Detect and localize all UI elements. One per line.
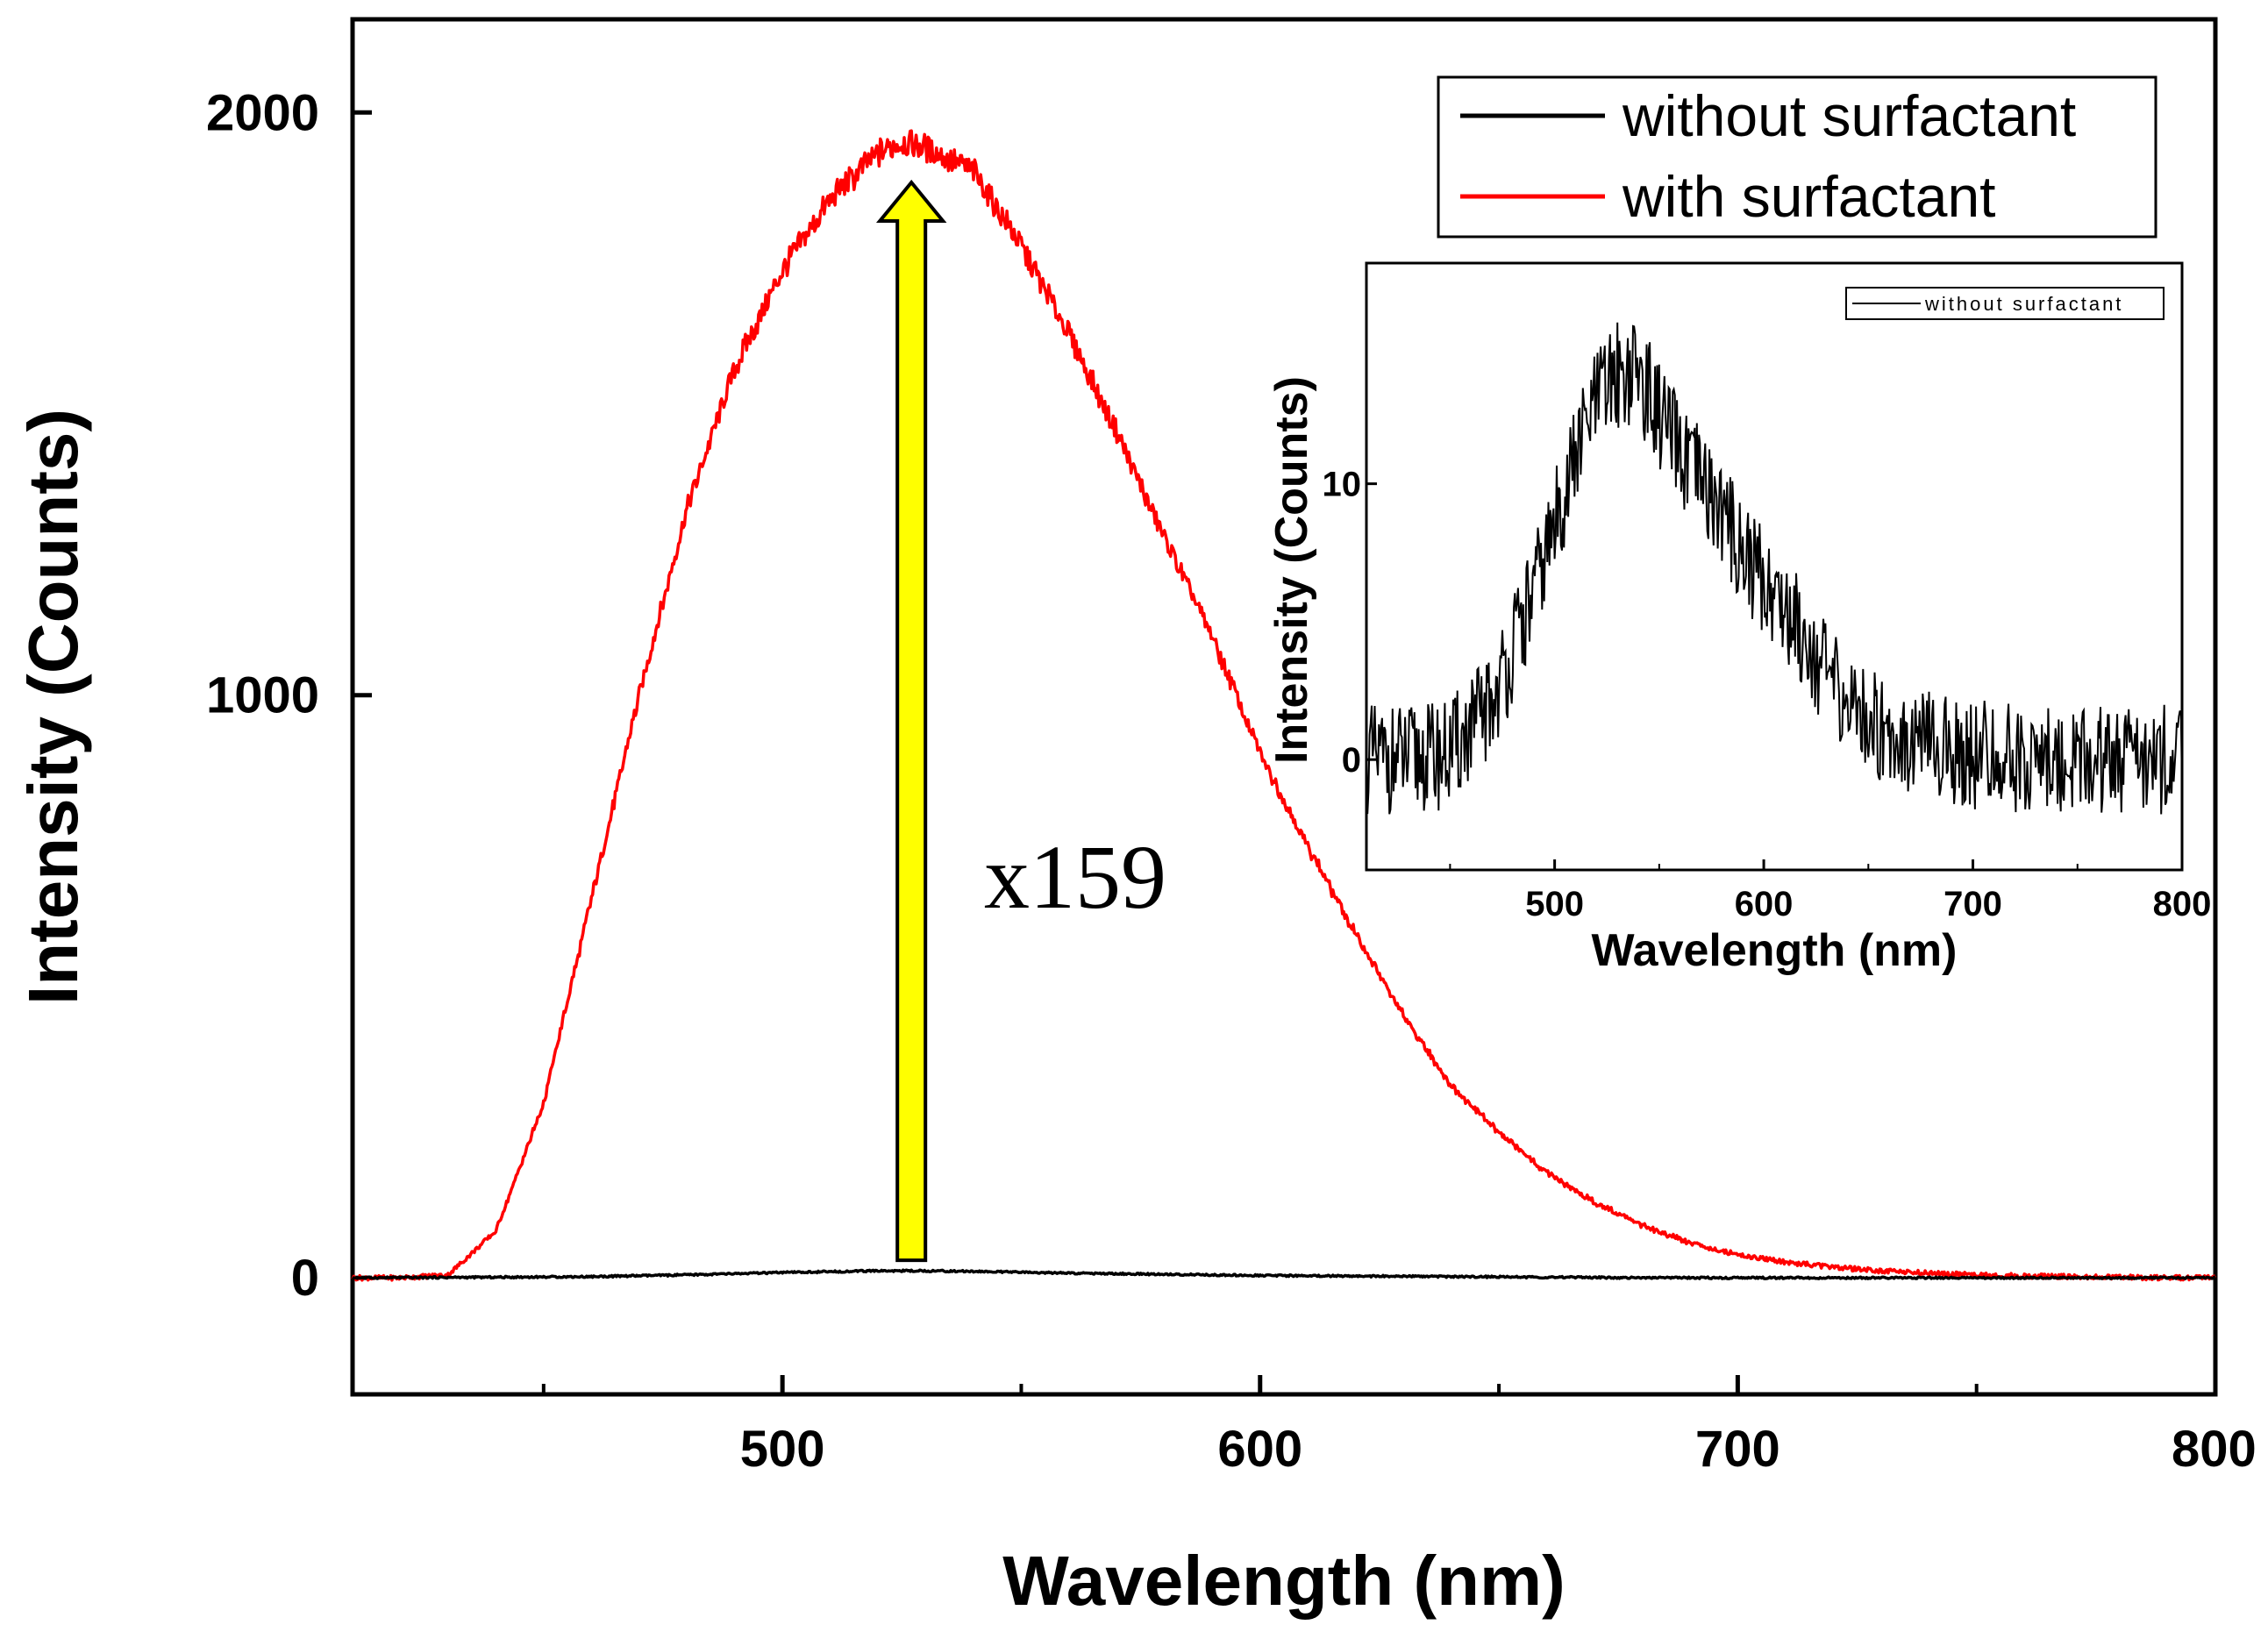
inset-x-tick-label: 500 xyxy=(1525,885,1584,923)
series-with-surfactant xyxy=(351,129,2216,1282)
main-legend: without surfactant with surfactant xyxy=(1437,75,2157,239)
main-legend-box xyxy=(1437,75,2157,239)
inset-series-without-surfactant xyxy=(1366,322,2183,815)
main-x-tick-label: 800 xyxy=(2172,1421,2257,1478)
inset-x-tick-label: 800 xyxy=(2153,885,2212,923)
enhancement-arrow xyxy=(875,179,947,1263)
inset-y-ticks: 0 10 xyxy=(1323,466,1377,780)
inset-legend-label: without surfactant xyxy=(1924,293,2123,315)
legend-label-without-surfactant: without surfactant xyxy=(1622,83,2076,148)
main-y-ticks: 0 1000 2000 xyxy=(206,84,372,1307)
inset-series xyxy=(1366,322,2183,815)
arrow-shape xyxy=(875,179,947,1263)
inset-x-axis-title: Wavelength (nm) xyxy=(1592,925,1958,976)
main-x-axis-title: Wavelength (nm) xyxy=(1002,1542,1565,1620)
main-plot: 500 600 700 800 0 1000 2000 x159 Wavelength (… xyxy=(14,17,2257,1620)
main-y-tick-label: 2000 xyxy=(206,84,319,141)
series-without-surfactant xyxy=(351,1268,2216,1280)
inset-y-tick-label: 0 xyxy=(1342,741,1361,780)
inset-x-ticks: 500 600 700 800 xyxy=(1449,859,2212,923)
main-series xyxy=(351,129,2216,1282)
main-x-tick-label: 700 xyxy=(1695,1421,1780,1478)
main-x-tick-label: 600 xyxy=(1217,1421,1302,1478)
inset-y-axis-title: Intensity (Counts) xyxy=(1266,376,1317,764)
legend-label-with-surfactant: with surfactant xyxy=(1622,164,1996,229)
main-x-ticks: 500 600 700 800 xyxy=(541,1375,2257,1478)
inset-legend: without surfactant xyxy=(1845,287,2165,320)
enhancement-label: x159 xyxy=(984,827,1166,928)
inset-y-tick-label: 10 xyxy=(1323,466,1362,504)
main-x-tick-label: 500 xyxy=(740,1421,825,1478)
main-plot-frame xyxy=(350,17,2218,1397)
inset-x-tick-label: 600 xyxy=(1735,885,1794,923)
main-y-tick-label: 1000 xyxy=(206,667,319,724)
main-y-axis-title: Intensity (Counts) xyxy=(14,409,92,1005)
inset-plot: 500 600 700 800 0 10 Wavelength (nm) Intensi… xyxy=(1266,261,2212,976)
inset-x-tick-label: 700 xyxy=(1943,885,2002,923)
main-y-tick-label: 0 xyxy=(291,1250,319,1307)
